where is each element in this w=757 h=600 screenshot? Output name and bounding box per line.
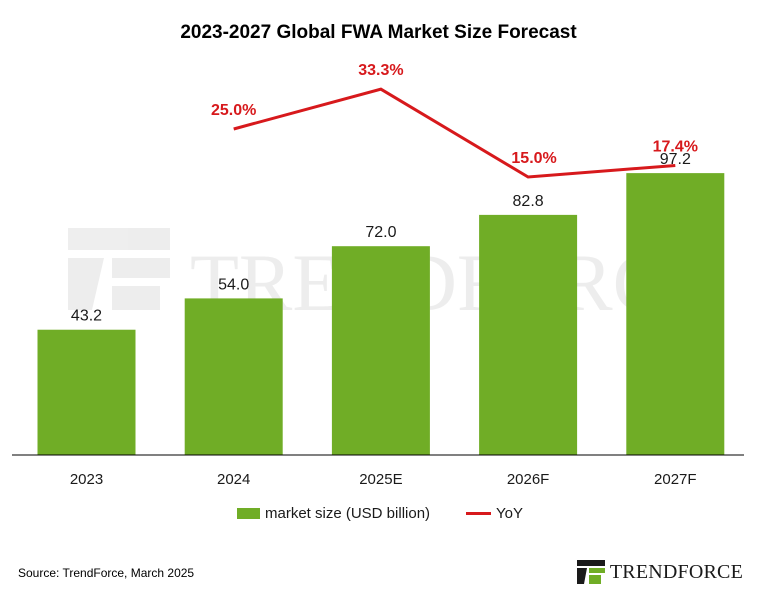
yoy-line	[233, 87, 676, 179]
x-tick-label-2023: 2023	[70, 471, 103, 488]
legend-bar-label: market size (USD billion)	[265, 505, 430, 522]
legend-line-label: YoY	[496, 505, 523, 522]
bar-2027F	[626, 173, 725, 455]
yoy-label-2026F: 15.0%	[511, 150, 556, 167]
bar-value-label-2025E: 72.0	[365, 224, 396, 241]
watermark-logo-icon	[68, 228, 170, 310]
bar-value-label-2023: 43.2	[71, 308, 102, 325]
x-tick-label-2026F: 2026F	[507, 471, 550, 488]
x-tick-label-2027F: 2027F	[654, 471, 697, 488]
logo-text: TRENDFORCE	[609, 560, 743, 583]
trendforce-logo-icon	[576, 560, 605, 584]
source-note: Source: TrendForce, March 2025	[18, 566, 195, 580]
bar-2025E	[331, 246, 430, 455]
chart-title: 2023-2027 Global FWA Market Size Forecas…	[180, 22, 577, 43]
x-tick-label-2025E: 2025E	[359, 471, 402, 488]
bar-2024	[184, 298, 283, 455]
yoy-label-2027F: 17.4%	[653, 138, 698, 155]
line-layer	[233, 87, 676, 179]
yoy-label-2024: 25.0%	[211, 102, 256, 119]
bar-2023	[37, 329, 136, 455]
bar-value-label-2027F: 97.2	[660, 151, 691, 168]
labels-layer: 43.2 2023 54.0 2024 72.0 2025E 82.8 2026F 97.2 20…	[70, 62, 698, 488]
yoy-label-2025E: 33.3%	[358, 62, 403, 79]
bar-2026F	[479, 214, 578, 455]
legend: market size (USD billion) YoY	[237, 505, 523, 522]
x-tick-label-2024: 2024	[217, 471, 250, 488]
bars-layer	[37, 173, 725, 455]
legend-bar-swatch	[237, 508, 260, 519]
bar-value-label-2024: 54.0	[218, 276, 249, 293]
bar-value-label-2026F: 82.8	[513, 193, 544, 210]
trendforce-logo: TRENDFORCE	[576, 560, 743, 584]
